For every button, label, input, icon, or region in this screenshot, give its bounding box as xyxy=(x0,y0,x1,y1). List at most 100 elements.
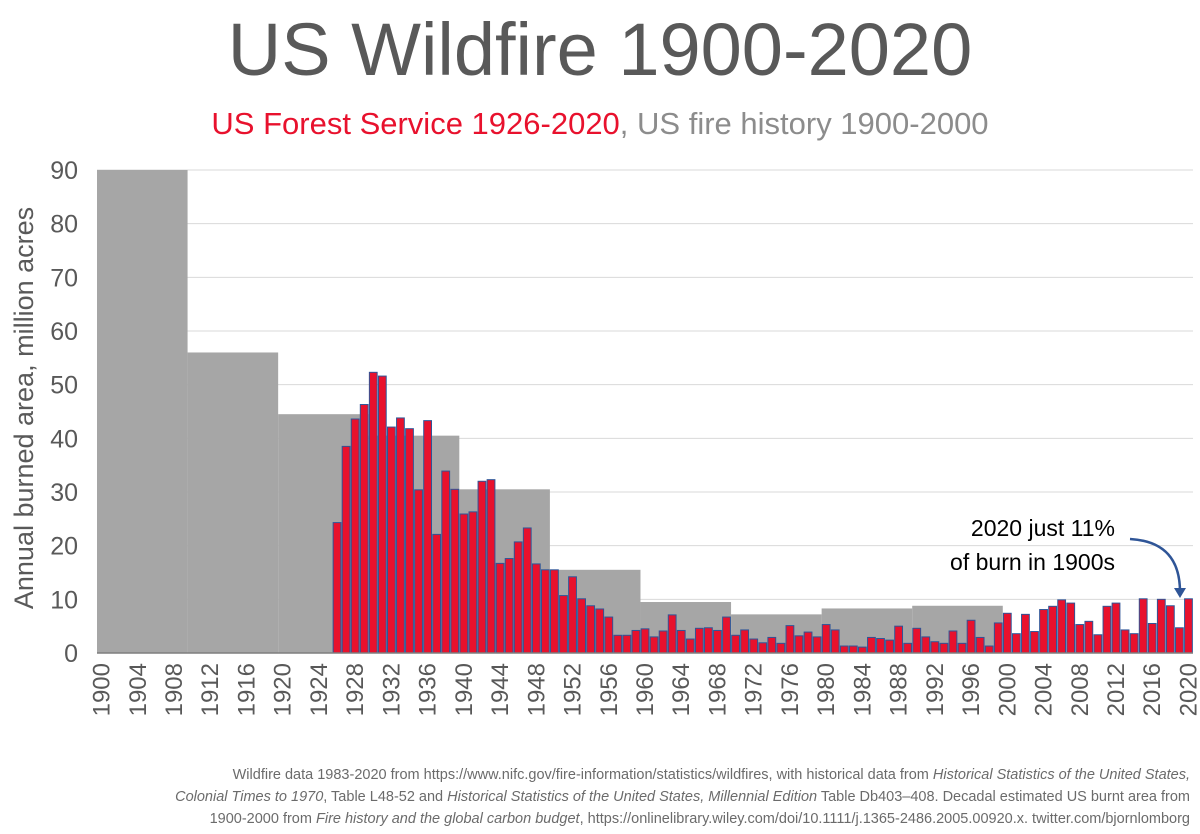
chart-subtitle: US Forest Service 1926-2020, US fire his… xyxy=(0,104,1200,144)
decadal-series xyxy=(97,170,1003,653)
annual-bar xyxy=(794,635,804,654)
annual-bar xyxy=(740,629,750,654)
source-footnote: Wildfire data 1983-2020 from https://www… xyxy=(40,764,1190,830)
annual-bar xyxy=(540,569,550,654)
annual-bar xyxy=(1093,634,1103,654)
annual-bar xyxy=(776,642,786,654)
annual-bar xyxy=(857,646,867,654)
annual-bar xyxy=(1156,598,1166,654)
annual-bar xyxy=(595,608,605,654)
x-tick-label: 1944 xyxy=(487,663,514,716)
x-tick-label: 1908 xyxy=(161,663,188,716)
annual-bar xyxy=(713,629,722,654)
annual-bar xyxy=(341,445,351,654)
x-tick-label: 1924 xyxy=(306,663,333,716)
footnote-line-2: Colonial Times to 1970, Table L48-52 and… xyxy=(175,789,1190,805)
annual-bar xyxy=(1057,599,1067,654)
x-tick-label: 1904 xyxy=(125,663,152,716)
annual-bar xyxy=(649,636,659,654)
x-tick-label: 1984 xyxy=(849,663,876,716)
y-tick-label: 20 xyxy=(50,533,78,561)
annual-bar xyxy=(586,605,596,654)
annual-bar xyxy=(622,634,632,654)
annual-bar xyxy=(414,489,423,654)
annual-bar xyxy=(839,645,849,654)
x-tick-label: 1964 xyxy=(668,663,695,716)
decadal-bar xyxy=(97,170,188,653)
annual-bar xyxy=(1030,631,1039,654)
x-tick-label: 1976 xyxy=(777,663,804,716)
x-tick-label: 1972 xyxy=(741,663,768,716)
annual-bar xyxy=(948,630,958,654)
annual-bar xyxy=(785,625,795,654)
x-tick-label: 1928 xyxy=(342,663,369,716)
x-tick-label: 2012 xyxy=(1103,663,1130,716)
annual-bar xyxy=(631,629,641,654)
annual-bar xyxy=(658,630,668,654)
annual-bar xyxy=(1120,629,1130,654)
annual-bar xyxy=(368,371,378,654)
annual-bar xyxy=(432,533,442,654)
annual-bar xyxy=(405,428,414,654)
annual-bar xyxy=(1184,598,1193,654)
y-tick-label: 30 xyxy=(50,479,78,507)
annotation-arrow xyxy=(1129,537,1182,593)
x-tick-labels: 1900 1904 1908 1912 1916 1920 1924 1928 1932 1936… xyxy=(89,663,1200,716)
annual-bar xyxy=(468,511,478,654)
annual-bar xyxy=(848,645,858,654)
annual-bar xyxy=(731,634,740,654)
x-tick-label: 1940 xyxy=(451,663,478,716)
annual-bar xyxy=(1138,598,1148,654)
annual-bar xyxy=(568,576,577,654)
x-tick-label: 2000 xyxy=(994,663,1021,716)
annual-bar xyxy=(486,479,496,654)
annual-bar xyxy=(350,418,360,654)
annual-bar xyxy=(885,639,894,654)
x-tick-label: 1960 xyxy=(632,663,659,716)
y-tick-labels: 0 10 20 30 40 50 60 70 80 90 xyxy=(50,157,78,668)
annual-bar xyxy=(894,625,904,654)
annual-bar xyxy=(867,636,876,654)
x-tick-label: 1988 xyxy=(886,663,913,716)
annual-bar xyxy=(332,522,342,654)
annual-bar xyxy=(477,480,487,654)
annual-bar xyxy=(550,569,559,654)
x-tick-label: 1996 xyxy=(958,663,985,716)
x-tick-label: 1956 xyxy=(596,663,623,716)
x-tick-label: 2020 xyxy=(1175,663,1200,716)
annual-bar xyxy=(975,636,985,654)
y-tick-label: 70 xyxy=(50,264,78,292)
x-tick-label: 1900 xyxy=(89,663,116,716)
y-tick-label: 10 xyxy=(50,586,78,614)
annual-bar xyxy=(1102,605,1112,654)
annual-bar xyxy=(1048,605,1057,654)
annual-bar xyxy=(758,642,768,654)
annual-bar xyxy=(812,636,822,654)
subtitle-separator: , xyxy=(619,106,638,141)
x-tick-label: 2008 xyxy=(1067,663,1094,716)
subtitle-fire-history: US fire history 1900-2000 xyxy=(637,106,989,141)
annual-bar xyxy=(984,645,994,654)
annual-bar xyxy=(604,616,614,654)
annual-bar xyxy=(613,634,623,654)
annual-bar xyxy=(903,642,913,654)
subtitle-forest-service: US Forest Service 1926-2020 xyxy=(211,106,620,141)
annual-bar xyxy=(685,638,695,654)
wildfire-chart: 0 10 20 30 40 50 60 70 80 90 1900 1904 1908 1912 1916… xyxy=(9,157,1200,716)
x-tick-label: 1916 xyxy=(233,663,260,716)
annual-bar xyxy=(1039,609,1048,654)
annual-bar xyxy=(694,627,704,654)
x-tick-label: 2016 xyxy=(1139,663,1166,716)
annual-bar xyxy=(767,636,777,654)
y-tick-label: 60 xyxy=(50,318,78,346)
annual-bar xyxy=(450,488,460,654)
annual-bar xyxy=(939,642,949,654)
y-tick-label: 80 xyxy=(50,211,78,239)
footnote-line-3: 1900-2000 from Fire history and the glob… xyxy=(209,811,1190,827)
annual-bar xyxy=(1002,612,1012,654)
x-tick-label: 1980 xyxy=(813,663,840,716)
y-axis-label: Annual burned area, million acres xyxy=(9,207,39,609)
x-tick-label: 2004 xyxy=(1031,663,1058,716)
annual-bar xyxy=(1129,633,1139,654)
annual-bar xyxy=(1175,627,1184,654)
